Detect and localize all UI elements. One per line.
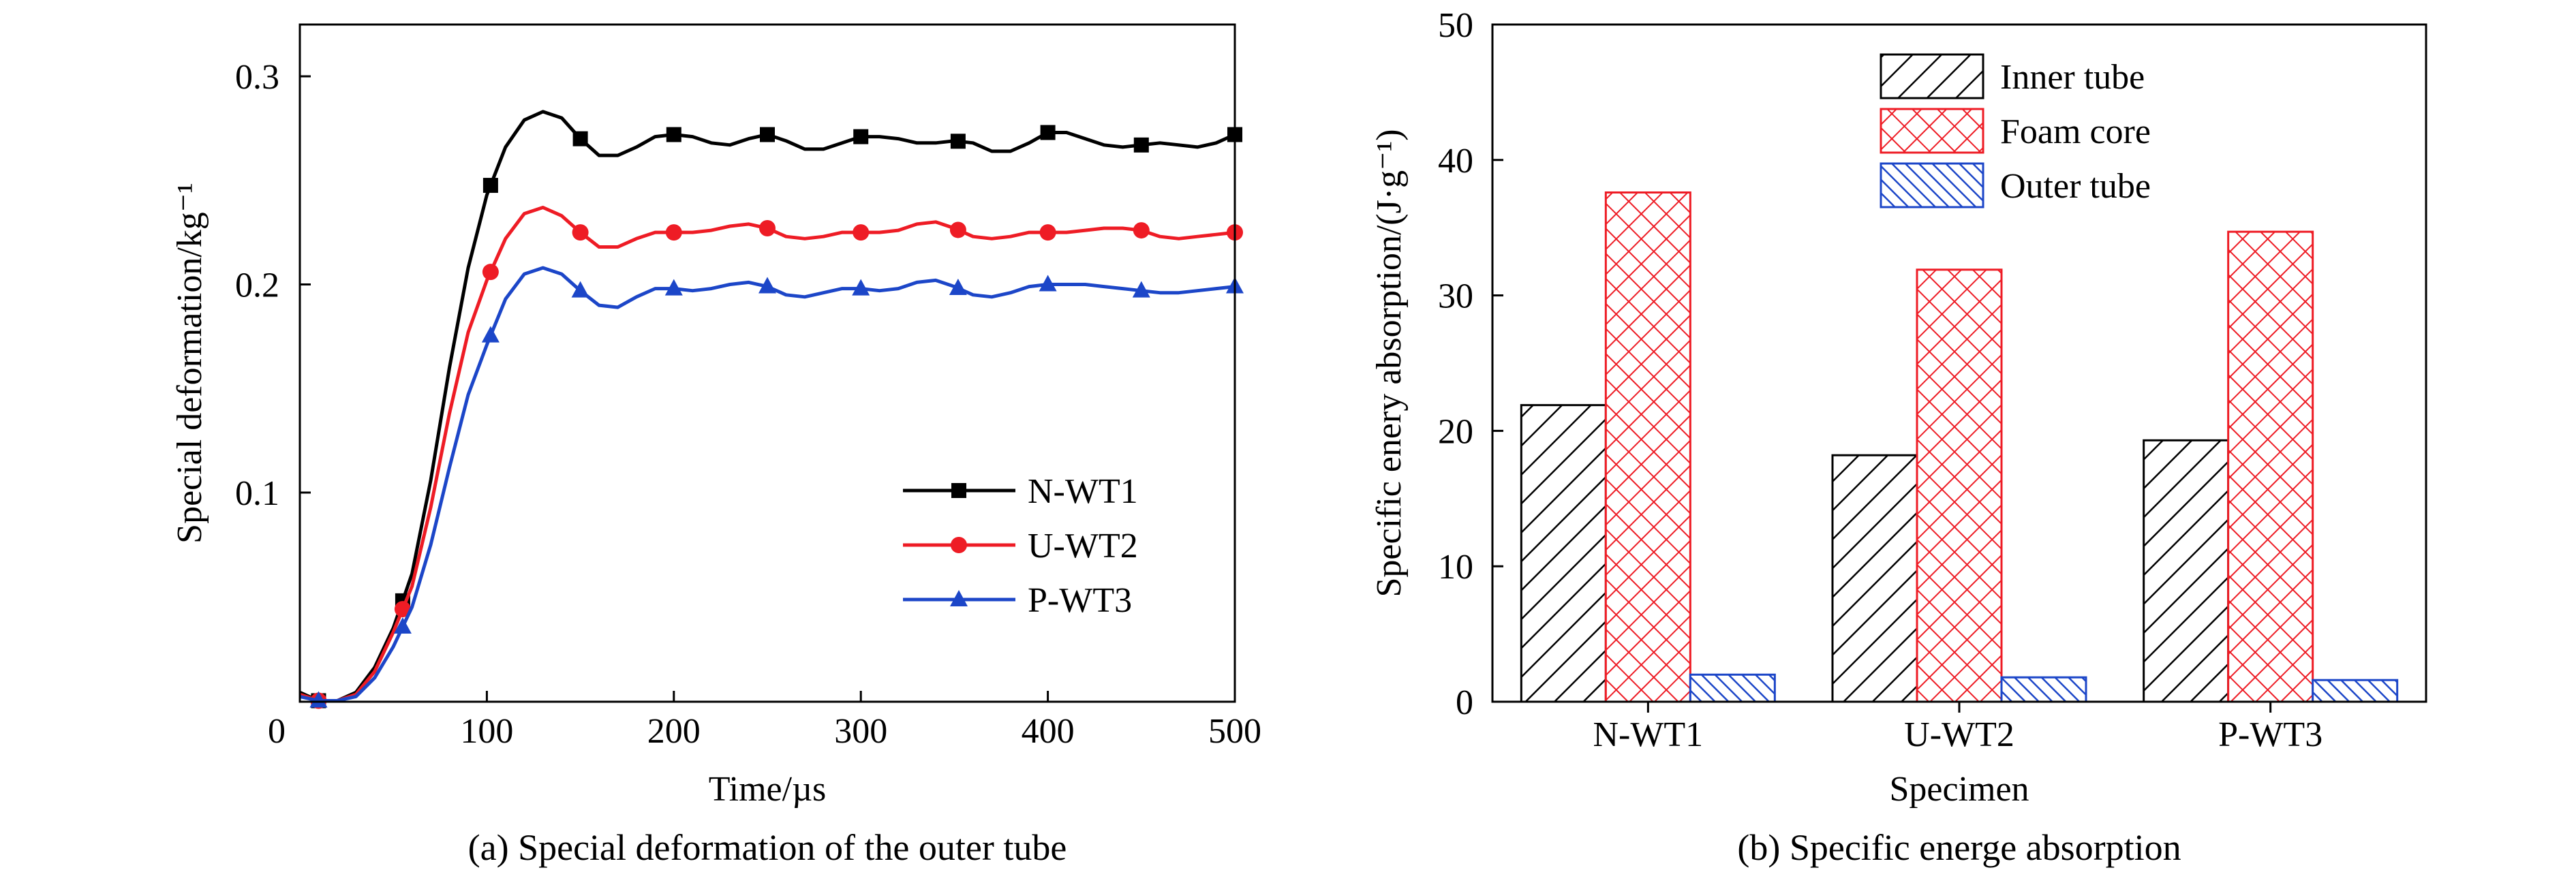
chart-b-bar-Inner tube-U-WT2	[1831, 454, 1918, 703]
chart-a-point-U-WT2	[665, 224, 682, 241]
chart-b-ytick-label: 50	[1438, 6, 1473, 45]
chart-a-point-P-WT3	[852, 279, 870, 296]
chart-a-legend-label-P-WT3: P-WT3	[1028, 581, 1132, 620]
chart-b-ytick-label: 40	[1438, 142, 1473, 181]
chart-a-ytick-label: 0.3	[235, 58, 279, 97]
chart-a-ytick-label: 0.1	[235, 474, 279, 513]
chart-a-point-N-WT1	[853, 129, 869, 144]
chart-a-point-U-WT2	[482, 264, 499, 281]
chart-b-legend-label-Foam core: Foam core	[2000, 112, 2151, 151]
chart-a-point-P-WT3	[393, 617, 412, 634]
chart-a-xlabel: Time/µs	[709, 770, 827, 809]
chart-a-point-N-WT1	[1040, 125, 1056, 140]
chart-b: N-WT1 U-WT2 P-WT3 0 10 20 30 40 50 Inner tube Foa…	[1370, 6, 2427, 868]
chart-b-caption: (b) Specific energe absorption	[1737, 827, 2181, 868]
chart-a-point-N-WT1	[760, 127, 775, 142]
chart-a-legend-marker-P-WT3	[950, 590, 968, 606]
chart-a-point-P-WT3	[1039, 275, 1057, 292]
chart-a-ylabel: Special deformation/kg⁻¹	[170, 183, 209, 544]
chart-a-point-P-WT3	[664, 279, 683, 296]
chart-a-point-P-WT3	[1132, 281, 1150, 298]
chart-b-ytick-label: 30	[1438, 277, 1473, 316]
chart-b-xtick-label: U-WT2	[1904, 715, 2014, 754]
chart-a-xtick-label: 500	[1208, 712, 1261, 751]
chart-a-caption: (a) Special deformation of the outer tub…	[468, 827, 1067, 868]
chart-a-legend: N-WT1 U-WT2 P-WT3	[903, 472, 1138, 620]
chart-a-point-U-WT2	[394, 601, 411, 618]
chart-a-xtick-label: 100	[460, 712, 513, 751]
chart-b-legend-swatch-Foam core	[1880, 108, 1984, 154]
chart-b-legend: Inner tube Foam core Outer tube	[1880, 53, 2151, 208]
chart-a-point-U-WT2	[949, 221, 966, 238]
chart-a-point-U-WT2	[1133, 222, 1150, 239]
chart-a: 0 100 200 300 400 500 0.1 0.2 0.3 N-WT1 U-WT2 P-WT…	[170, 23, 1261, 868]
chart-b-ytick-label: 10	[1438, 548, 1473, 587]
chart-a-point-P-WT3	[571, 281, 589, 298]
chart-a-point-N-WT1	[950, 134, 966, 149]
chart-b-ylabel: Specific enery absorption/(J·g⁻¹)	[1370, 129, 1409, 597]
chart-b-xlabel: Specimen	[1889, 770, 2029, 809]
chart-a-legend-label-N-WT1: N-WT1	[1028, 472, 1138, 511]
chart-a-point-N-WT1	[666, 127, 681, 142]
chart-a-point-U-WT2	[759, 220, 776, 237]
chart-a-xtick-label: 300	[834, 712, 887, 751]
chart-b-xtick-label: N-WT1	[1593, 715, 1703, 754]
chart-b-bar-Foam core-U-WT2	[1916, 268, 2003, 703]
chart-a-point-U-WT2	[572, 224, 589, 241]
chart-a-point-U-WT2	[853, 224, 870, 241]
chart-b-bar-Outer tube-N-WT1	[1689, 673, 1776, 703]
chart-a-point-N-WT1	[1133, 137, 1149, 153]
chart-a-point-P-WT3	[309, 691, 328, 708]
chart-a-plot	[298, 110, 1244, 709]
chart-a-point-P-WT3	[949, 278, 967, 295]
chart-a-point-P-WT3	[481, 326, 500, 343]
chart-b-legend-swatch-Outer tube	[1880, 162, 1984, 208]
chart-b-bar-Foam core-P-WT3	[2227, 230, 2314, 703]
chart-a-axes: 0 100 200 300 400 500 0.1 0.2 0.3	[235, 58, 1261, 751]
chart-b-bar-Inner tube-P-WT3	[2143, 439, 2230, 703]
chart-a-legend-label-U-WT2: U-WT2	[1028, 527, 1138, 565]
chart-b-bar-Outer tube-P-WT3	[2312, 679, 2399, 703]
chart-b-bar-Outer tube-U-WT2	[2000, 676, 2087, 703]
chart-b-bar-Inner tube-N-WT1	[1520, 404, 1607, 703]
chart-a-xtick-label: 0	[268, 712, 286, 751]
chart-a-ytick-label: 0.2	[235, 266, 279, 305]
chart-a-legend-marker-U-WT2	[951, 537, 967, 553]
chart-a-point-U-WT2	[1039, 224, 1056, 241]
chart-b-ytick-label: 20	[1438, 412, 1473, 451]
chart-a-frame	[298, 23, 1236, 703]
chart-a-point-N-WT1	[572, 131, 588, 146]
chart-b-legend-swatch-Inner tube	[1880, 53, 1984, 99]
chart-b-axes: N-WT1 U-WT2 P-WT3 0 10 20 30 40 50	[1438, 6, 2322, 754]
chart-a-legend-marker-N-WT1	[951, 483, 966, 498]
chart-b-legend-label-Outer tube: Outer tube	[2000, 167, 2151, 206]
chart-b-bar-Foam core-N-WT1	[1604, 191, 1691, 703]
chart-a-point-P-WT3	[758, 277, 776, 294]
chart-b-plot	[1520, 191, 2399, 703]
chart-a-point-N-WT1	[482, 178, 498, 193]
chart-a-xtick-label: 400	[1022, 712, 1075, 751]
chart-b-legend-label-Inner tube: Inner tube	[2000, 58, 2145, 97]
chart-a-xtick-label: 200	[647, 712, 701, 751]
chart-b-ytick-label: 0	[1456, 683, 1473, 722]
chart-b-xtick-label: P-WT3	[2218, 715, 2322, 754]
